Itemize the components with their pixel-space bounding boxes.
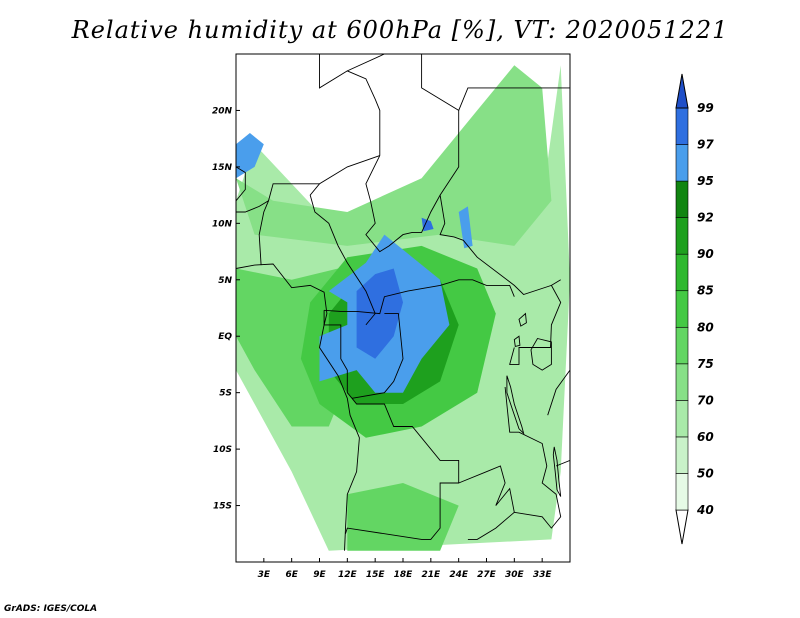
lake-outline-0 [530, 337, 552, 371]
lake-layer [506, 312, 562, 497]
map-axes: 3E 6E 9E 12E 15E 18E 21E 24E 27E 30E 33E 20N 15N 10N 5… [212, 106, 552, 580]
map-plot-area [236, 54, 570, 551]
country-borders-layer [236, 54, 570, 551]
colorbar-swatch [675, 253, 689, 292]
colorbar-level-label: 70 [697, 393, 714, 407]
lat-tick-label: 5N [218, 276, 232, 286]
country-border-10 [323, 310, 353, 399]
colorbar-level-label: 40 [696, 503, 714, 517]
lon-tick-label: 6E [285, 570, 298, 580]
colorbar-level-label: 80 [697, 320, 714, 334]
lat-tick-label: 20N [212, 106, 233, 116]
humidity-region-sahel-blue-3 [458, 206, 473, 249]
country-border-12 [345, 398, 460, 540]
country-border-5 [258, 155, 380, 266]
colorbar-level-label: 85 [697, 284, 714, 298]
coastline-0 [236, 263, 360, 551]
lake-outline-1 [506, 375, 525, 435]
country-border-4 [365, 155, 441, 253]
colorbar-level-label: 90 [697, 247, 714, 261]
humidity-fill-layer [236, 65, 570, 551]
grads-credit: GrADS: IGES/COLA [4, 604, 98, 614]
country-border-1 [347, 54, 385, 72]
country-border-13 [509, 285, 562, 365]
country-border-11 [351, 313, 404, 399]
colorbar-swatch [675, 473, 689, 511]
colorbar-swatch [675, 217, 689, 255]
lat-tick-label: 15N [212, 163, 233, 173]
lon-tick-label: 18E [394, 570, 414, 580]
humidity-region-sahel-blue-1 [236, 133, 264, 179]
lon-tick-label: 3E [258, 570, 271, 580]
colorbar-swatch [675, 326, 689, 365]
colorbar-swatch [675, 180, 689, 218]
country-border-7 [236, 166, 246, 202]
lat-tick-label: 10N [212, 219, 233, 229]
humidity-region-south-green [347, 483, 459, 551]
lon-tick-label: 9E [313, 570, 326, 580]
colorbar-swatch [675, 400, 689, 438]
lake-outline-2 [552, 446, 562, 497]
lon-tick-label: 12E [338, 570, 358, 580]
lon-tick-label: 15E [366, 570, 386, 580]
lon-tick-label: 24E [449, 570, 469, 580]
coastline-1 [547, 369, 570, 416]
colorbar-swatch [675, 363, 689, 401]
colorbar-level-label: 92 [697, 211, 714, 225]
colorbar-level-label: 99 [697, 101, 714, 115]
colorbar-level-label: 95 [697, 174, 714, 188]
colorbar-swatch [675, 73, 689, 109]
country-border-9 [324, 279, 515, 315]
colorbar-level-label: 75 [697, 357, 714, 371]
lon-tick-label: 30E [505, 570, 525, 580]
country-border-0 [319, 54, 381, 156]
lon-tick-label: 27E [477, 570, 497, 580]
country-border-15 [458, 465, 515, 513]
colorbar: 40 50 60 70 75 80 85 90 92 95 97 99 [675, 73, 714, 545]
colorbar-level-label: 50 [697, 466, 714, 480]
country-border-3 [458, 87, 570, 111]
colorbar-swatch [675, 107, 689, 145]
lat-tick-label: EQ [218, 332, 232, 342]
lat-tick-label: 10S [213, 445, 232, 455]
lon-tick-label: 21E [421, 570, 441, 580]
humidity-region-north-green-band [236, 65, 552, 246]
lake-outline-3 [513, 335, 521, 347]
humidity-region-sahel-blue-2 [421, 217, 434, 232]
colorbar-swatch [675, 436, 689, 474]
lat-tick-label: 5S [219, 389, 232, 399]
country-border-14 [467, 386, 562, 540]
colorbar-level-label: 97 [697, 138, 714, 152]
lat-tick-label: 15S [213, 502, 232, 512]
colorbar-swatch [675, 509, 689, 545]
country-border-8 [309, 183, 376, 326]
country-border-6 [236, 200, 269, 213]
lon-tick-label: 33E [533, 570, 553, 580]
colorbar-swatch [675, 144, 689, 182]
lake-outline-4 [518, 312, 527, 327]
colorbar-swatch [675, 290, 689, 328]
colorbar-level-label: 60 [697, 430, 714, 444]
map-title: Relative humidity at 600hPa [%], VT: 202… [71, 16, 729, 44]
country-border-16 [555, 459, 570, 467]
country-border-2 [421, 54, 561, 296]
